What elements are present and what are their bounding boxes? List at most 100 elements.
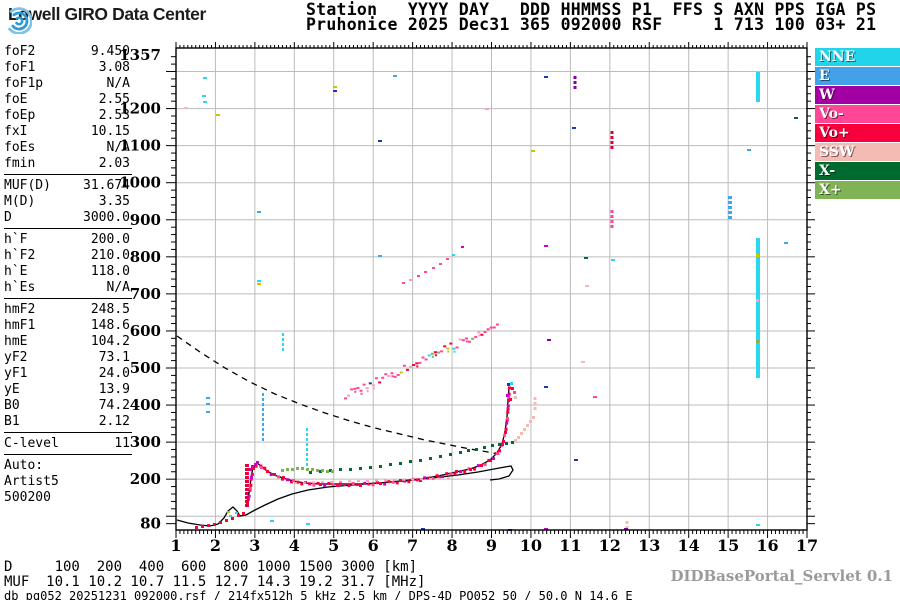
- x-axis-tick-label: 17: [796, 536, 818, 555]
- param-label: hmF2: [4, 301, 36, 317]
- param-label: Artist5: [4, 473, 59, 489]
- x-axis-tick-label: 7: [407, 536, 418, 555]
- servlet-version-label: DIDBasePortal_Servlet 0.1: [670, 567, 893, 585]
- legend-item-e: E: [815, 67, 900, 85]
- param-label: B1: [4, 413, 20, 429]
- param-label: MUF(D): [4, 177, 51, 193]
- param-value: 248.5: [90, 301, 130, 317]
- param-row-foes: foEs N/A: [4, 139, 130, 155]
- x-axis-tick-label: 5: [328, 536, 339, 555]
- x-axis-tick-label: 4: [289, 536, 300, 555]
- param-value: 2.53: [98, 107, 130, 123]
- y-axis-tick-label: 1100: [119, 137, 161, 155]
- param-row-md: M(D) 3.35: [4, 193, 130, 209]
- param-row-artist5: Artist5: [4, 473, 130, 489]
- param-label: fmin: [4, 155, 36, 171]
- param-value: 2.12: [98, 413, 130, 429]
- param-label: 500200: [4, 489, 51, 505]
- y-axis-tick-label: 1357: [119, 46, 161, 64]
- param-value: 3000.0: [83, 209, 130, 225]
- x-axis-tick-label: 6: [368, 536, 379, 555]
- trace-legend: NNE E W Vo- Vo+ SSW X- X+: [815, 48, 900, 200]
- param-row-yf1: yF1 24.0: [4, 365, 130, 381]
- param-value: 3.35: [98, 193, 130, 209]
- param-value: 13.9: [98, 381, 130, 397]
- param-label: h`F: [4, 231, 28, 247]
- legend-item-nne: NNE: [815, 48, 900, 66]
- param-row-yf2: yF2 73.1: [4, 349, 130, 365]
- param-row-he: h`E 118.0: [4, 263, 130, 279]
- param-label: D: [4, 209, 12, 225]
- param-row-hes: h`Es N/A: [4, 279, 130, 295]
- param-label: foF1p: [4, 75, 44, 91]
- param-row-fof1: foF1 3.08: [4, 59, 130, 75]
- x-axis-tick-label: 12: [599, 536, 621, 555]
- x-axis-tick-label: 3: [249, 536, 260, 555]
- param-value: 104.2: [90, 333, 130, 349]
- y-axis-tick-label: 700: [130, 285, 161, 303]
- param-label: h`F2: [4, 247, 36, 263]
- station-header: Station YYYY DAY DDD HHMMSS P1 FFS S AXN…: [306, 0, 877, 32]
- param-value: 74.2: [98, 397, 130, 413]
- param-label: yF2: [4, 349, 28, 365]
- param-row-foep: foEp 2.53: [4, 107, 130, 123]
- param-row-500200: 500200: [4, 489, 130, 505]
- param-label: B0: [4, 397, 20, 413]
- param-row-d: D 3000.0: [4, 209, 130, 225]
- param-value: 2.03: [98, 155, 130, 171]
- param-row-hmf1: hmF1 148.6: [4, 317, 130, 333]
- param-label: foEs: [4, 139, 36, 155]
- param-label: C-level: [4, 435, 59, 451]
- x-axis-tick-label: 9: [486, 536, 497, 555]
- param-label: Auto:: [4, 457, 44, 473]
- y-axis-tick-label: 1000: [119, 174, 161, 192]
- param-value: N/A: [106, 279, 130, 295]
- legend-item-ssw: SSW: [815, 143, 900, 161]
- param-row-mufd: MUF(D) 31.674: [4, 177, 130, 193]
- y-axis-tick-label: 200: [130, 470, 161, 488]
- param-value: 3.08: [98, 59, 130, 75]
- param-row-auto: Auto:: [4, 457, 130, 473]
- param-label: yF1: [4, 365, 28, 381]
- panel-divider: [4, 174, 132, 175]
- param-row-clevel: C-level 11: [4, 435, 130, 451]
- param-value: N/A: [106, 75, 130, 91]
- x-axis-tick-label: 2: [210, 536, 221, 555]
- legend-item-vo: Vo-: [815, 105, 900, 123]
- param-value: 10.15: [90, 123, 130, 139]
- param-value: 2.55: [98, 91, 130, 107]
- param-value: 210.0: [90, 247, 130, 263]
- param-label: foF2: [4, 43, 36, 59]
- station-header-line1: Station YYYY DAY DDD HHMMSS P1 FFS S AXN…: [306, 0, 877, 19]
- muf-table-distance-row: D 100 200 400 600 800 1000 1500 3000 [km…: [4, 559, 418, 575]
- param-value: 31.674: [83, 177, 130, 193]
- y-axis-tick-label: 900: [130, 211, 161, 229]
- x-axis-tick-label: 1: [170, 536, 181, 555]
- param-value: 11: [114, 435, 130, 451]
- y-axis-tick-label: 80: [140, 515, 161, 533]
- param-row-fof1p: foF1p N/A: [4, 75, 130, 91]
- x-axis-tick-label: 10: [520, 536, 542, 555]
- param-row-ye: yE 13.9: [4, 381, 130, 397]
- x-axis-tick-label: 14: [678, 536, 700, 555]
- param-row-fof2: foF2 9.450: [4, 43, 130, 59]
- param-row-b1: B1 2.12: [4, 413, 130, 429]
- y-axis-tick-label: 600: [130, 322, 161, 340]
- param-label: yE: [4, 381, 20, 397]
- param-value: 200.0: [90, 231, 130, 247]
- legend-item-vo: Vo+: [815, 124, 900, 142]
- param-value: 24.0: [98, 365, 130, 381]
- panel-divider: [4, 432, 132, 433]
- param-row-hf2: h`F2 210.0: [4, 247, 130, 263]
- x-axis-tick-label: 11: [559, 536, 581, 555]
- param-label: h`Es: [4, 279, 36, 295]
- param-row-hme: hmE 104.2: [4, 333, 130, 349]
- param-label: foEp: [4, 107, 36, 123]
- param-row-b0: B0 74.2: [4, 397, 130, 413]
- param-label: h`E: [4, 263, 28, 279]
- panel-divider: [4, 454, 132, 455]
- param-label: hmF1: [4, 317, 36, 333]
- x-axis-tick-label: 13: [638, 536, 660, 555]
- param-label: fxI: [4, 123, 28, 139]
